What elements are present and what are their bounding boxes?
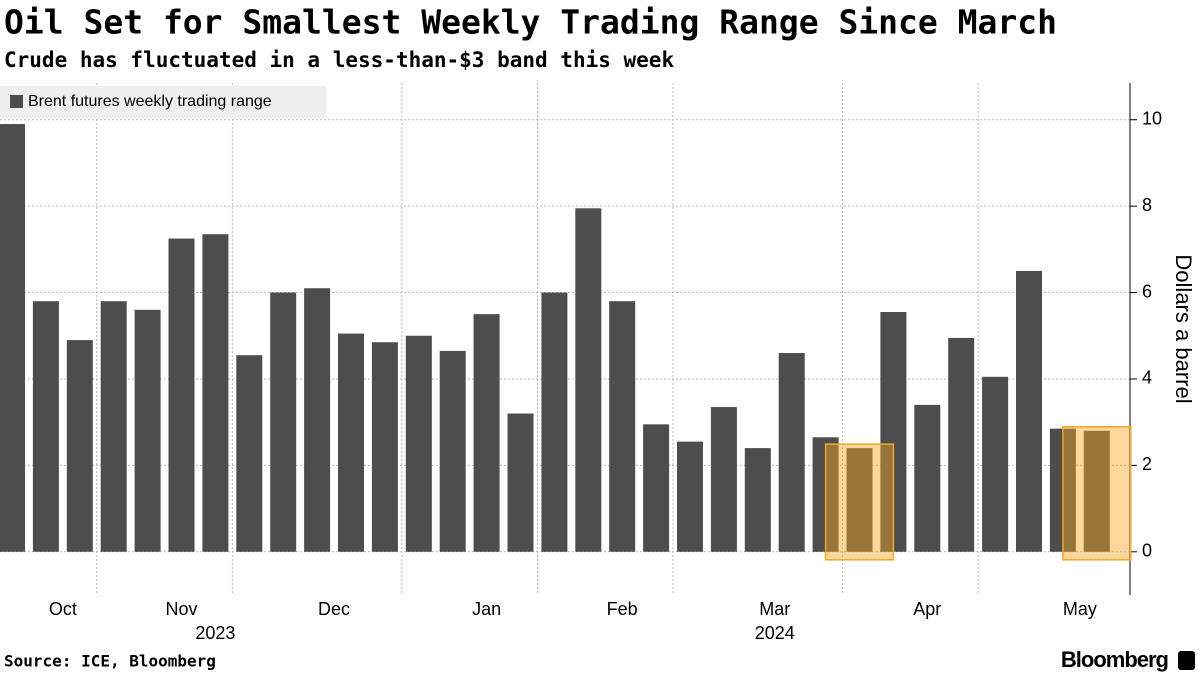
bar (134, 309, 161, 552)
highlight-box (1062, 426, 1132, 561)
y-tick-label: 4 (1142, 368, 1152, 388)
x-tick-label: Jan (472, 599, 501, 619)
bar (168, 238, 195, 552)
bar (473, 314, 500, 552)
x-tick-label: Apr (913, 599, 941, 619)
bar (575, 208, 602, 552)
y-axis-label: Dollars a barrel (1171, 254, 1196, 403)
x-tick-label: Mar (759, 599, 790, 619)
bar (439, 350, 466, 552)
bar (236, 355, 263, 552)
bar (778, 353, 805, 552)
chart-subtitle: Crude has fluctuated in a less-than-$3 b… (4, 48, 674, 72)
bar (541, 292, 568, 552)
bar (914, 404, 941, 552)
bar (609, 301, 636, 552)
y-tick-label: 2 (1142, 454, 1152, 474)
bar (202, 234, 229, 552)
bar (677, 441, 703, 552)
source: Source: ICE, Bloomberg (4, 652, 216, 671)
bar (982, 376, 1009, 552)
bar (304, 288, 331, 552)
y-tick-label: 0 (1142, 541, 1152, 561)
x-tick-label: May (1063, 599, 1097, 619)
bar (710, 407, 737, 552)
y-tick-label: 10 (1142, 108, 1162, 128)
bar (338, 333, 364, 552)
bar (32, 301, 59, 552)
bar (1083, 430, 1110, 552)
bar (270, 292, 297, 552)
legend-swatch (10, 95, 23, 108)
legend-label: Brent futures weekly trading range (28, 93, 272, 110)
bar (643, 424, 670, 552)
bar (0, 124, 25, 552)
bar (948, 337, 975, 552)
brand: Bloomberg (1061, 647, 1168, 672)
bar (100, 301, 127, 552)
chart-title: Oil Set for Smallest Weekly Trading Rang… (4, 3, 1057, 42)
x-tick-label: Oct (49, 599, 77, 619)
bar (1016, 270, 1042, 552)
bar (66, 340, 93, 552)
bar (405, 335, 432, 552)
legend-box (0, 86, 326, 118)
y-tick-label: 8 (1142, 195, 1152, 215)
brand-icon (1178, 651, 1195, 670)
y-tick-label: 6 (1142, 281, 1152, 301)
year-label: 2024 (755, 623, 795, 643)
bar (744, 448, 771, 552)
x-tick-label: Nov (165, 599, 197, 619)
bar (507, 413, 534, 552)
x-tick-label: Dec (318, 599, 350, 619)
x-tick-label: Feb (607, 599, 638, 619)
year-label: 2023 (195, 623, 235, 643)
bar (846, 448, 873, 552)
highlight-box (824, 443, 895, 561)
bar (371, 342, 398, 552)
